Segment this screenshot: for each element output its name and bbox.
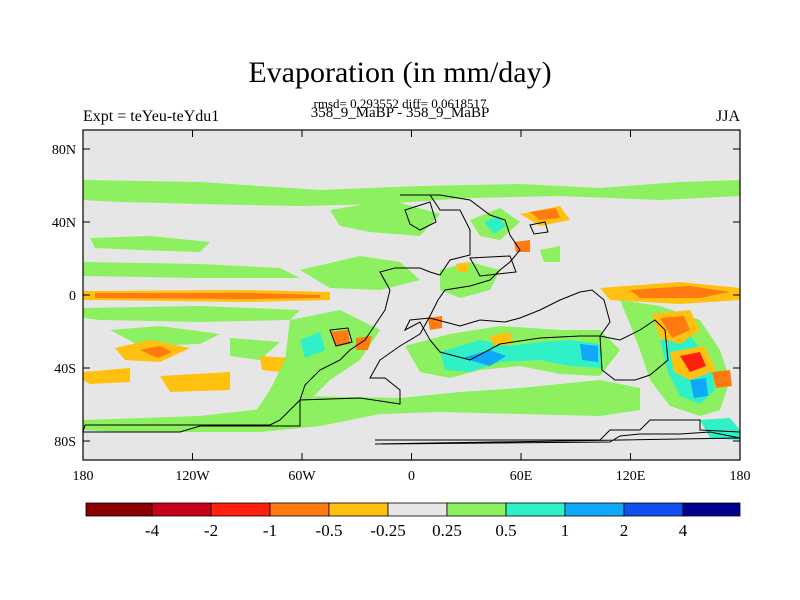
colorbar-box xyxy=(505,502,566,517)
lat-label: 80S xyxy=(54,435,76,450)
colorbar-label: -0.5 xyxy=(316,521,343,540)
colorbar-label: 1 xyxy=(561,521,570,540)
lon-label: 0 xyxy=(408,469,415,484)
negative-anomaly-band xyxy=(140,346,172,358)
colorbar-label: -1 xyxy=(263,521,277,540)
continent-outline xyxy=(82,194,521,433)
coastlines xyxy=(82,194,741,445)
negative-anomaly-band xyxy=(95,293,320,299)
lon-label: 120W xyxy=(175,469,210,484)
colorbar-box xyxy=(387,502,448,517)
positive-anomaly-band xyxy=(110,326,220,346)
continent-outline xyxy=(403,289,611,361)
colorbar-label: -0.25 xyxy=(370,521,405,540)
colorbar-label: 0.25 xyxy=(432,521,462,540)
positive-anomaly-band xyxy=(83,380,640,432)
colorbar: -4 -2 -1 -0.5 -0.25 0.25 0.5 1 2 4 xyxy=(85,502,741,540)
lon-label: 120E xyxy=(616,469,646,484)
lat-label: 40N xyxy=(52,216,76,231)
lat-label: 40S xyxy=(54,362,76,377)
positive-anomaly-band xyxy=(700,418,740,440)
positive-anomaly-band xyxy=(440,340,602,372)
lat-label: 80N xyxy=(52,143,76,158)
positive-anomaly-band xyxy=(90,236,210,252)
positive-anomaly-band xyxy=(484,216,506,234)
colorbar-box xyxy=(328,502,389,517)
colorbar-box xyxy=(269,502,330,517)
experiment-pair: 358_9_MaBP - 358_9_MaBP xyxy=(310,105,490,121)
positive-anomaly-band xyxy=(83,180,740,206)
colorbar-box xyxy=(85,502,153,517)
positive-anomaly-band xyxy=(330,200,440,236)
negative-anomaly-band xyxy=(356,336,372,350)
colorbar-label: 4 xyxy=(679,521,688,540)
colorbar-box xyxy=(151,502,212,517)
colorbar-box xyxy=(210,502,271,517)
positive-anomaly-band xyxy=(300,256,420,290)
colorbar-box xyxy=(682,502,741,517)
negative-anomaly-band xyxy=(490,332,512,346)
colorbar-label: -2 xyxy=(204,521,218,540)
positive-anomaly-band xyxy=(690,378,708,398)
negative-anomaly-band xyxy=(160,372,230,392)
continent-outline xyxy=(599,319,669,381)
positive-anomaly-band xyxy=(462,350,506,366)
negative-anomaly-band xyxy=(530,208,560,220)
positive-anomaly-band xyxy=(440,262,500,298)
stats-text: rmsd= 0.293552 diff= 0.0618517 xyxy=(313,96,487,111)
colorbar-box xyxy=(623,502,684,517)
lon-label: 180 xyxy=(73,469,94,484)
positive-anomaly-band xyxy=(83,262,300,278)
positive-anomaly-band xyxy=(83,306,300,322)
lon-label: 180 xyxy=(730,469,751,484)
negative-anomaly-band xyxy=(456,262,468,272)
continent-outline xyxy=(469,255,517,277)
positive-anomaly-band xyxy=(580,344,598,362)
continent-outline xyxy=(329,327,353,347)
season-label: JJA xyxy=(715,108,740,125)
experiment-label: Expt = teYeu-teYdu1 xyxy=(83,108,220,125)
lon-label: 60E xyxy=(510,469,533,484)
colorbar-label: -4 xyxy=(145,521,160,540)
continent-outline xyxy=(404,201,437,231)
colorbar-label: 2 xyxy=(620,521,629,540)
colorbar-label: 0.5 xyxy=(495,521,516,540)
field-layer xyxy=(83,180,740,440)
negative-anomaly-band xyxy=(660,316,690,338)
continent-outline xyxy=(374,419,741,445)
axis-ticks xyxy=(82,130,741,460)
negative-anomaly-band xyxy=(712,370,732,388)
negative-anomaly-band xyxy=(680,352,706,372)
negative-anomaly-band xyxy=(514,240,530,252)
positive-anomaly-band xyxy=(230,338,280,360)
negative-anomaly-band xyxy=(428,316,442,330)
colorbar-box xyxy=(446,502,507,517)
map-title: Evaporation (in mm/day) xyxy=(248,56,552,89)
positive-anomaly-band xyxy=(540,246,560,262)
lon-label: 60W xyxy=(288,469,316,484)
lat-label: 0 xyxy=(69,289,76,304)
negative-anomaly-band xyxy=(83,368,130,384)
positive-anomaly-band xyxy=(300,332,325,358)
negative-anomaly-band xyxy=(630,286,730,298)
colorbar-box xyxy=(564,502,625,517)
continent-outline xyxy=(529,221,549,235)
